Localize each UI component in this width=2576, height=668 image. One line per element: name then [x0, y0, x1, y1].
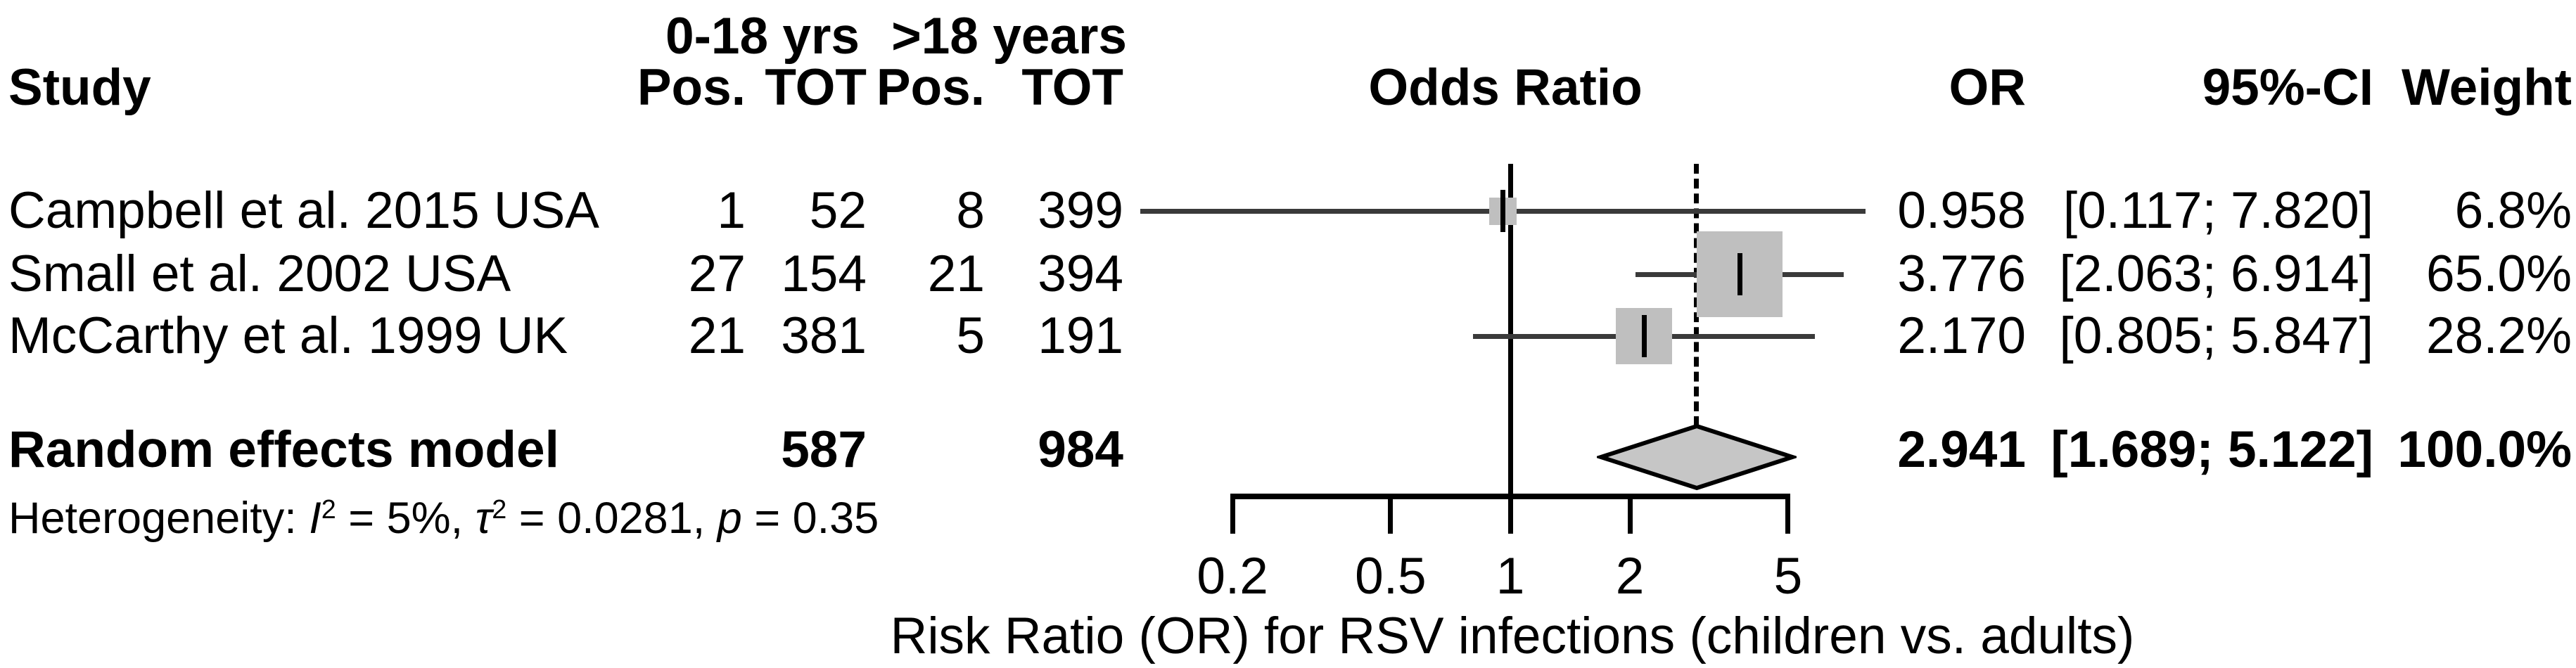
pos-children-value: 27: [688, 245, 746, 302]
heterogeneity-segment: 2: [321, 495, 336, 525]
col-header-pos-adults: Pos.: [876, 59, 985, 116]
heterogeneity-segment: 2: [492, 495, 507, 525]
x-axis-tick: [1230, 494, 1235, 534]
summary-diamond-shape: [1596, 423, 1797, 491]
col-header-tot-children: TOT: [765, 59, 867, 116]
tot-children-value: 154: [781, 245, 867, 302]
weight-value: 6.8%: [2454, 182, 2572, 239]
col-header-ci: 95%-CI: [2202, 59, 2373, 116]
group-header-children: 0-18 yrs: [665, 8, 860, 65]
tot-children-value: 381: [781, 307, 867, 364]
no-effect-line: [1507, 164, 1513, 499]
study-label: McCarthy et al. 1999 UK: [8, 307, 568, 364]
or-value: 2.170: [1897, 307, 2026, 364]
or-value: 0.958: [1897, 182, 2026, 239]
tot-adults-value: 394: [1038, 245, 1123, 302]
ci-value: [0.805; 5.847]: [2059, 307, 2373, 364]
heterogeneity-segment: I: [309, 494, 321, 543]
heterogeneity-segment: = 0.0281,: [506, 494, 718, 543]
weight-value: 28.2%: [2426, 307, 2572, 364]
x-axis-tick: [1507, 494, 1513, 534]
col-header-weight: Weight: [2402, 59, 2572, 116]
point-estimate-tick: [1641, 315, 1647, 357]
ci-value: [0.117; 7.820]: [2062, 182, 2373, 239]
heterogeneity-segment: = 5%,: [336, 494, 476, 543]
col-header-pos-children: Pos.: [637, 59, 746, 116]
heterogeneity-segment: Heterogeneity:: [8, 494, 310, 543]
x-axis-tick-label: 0.2: [1197, 548, 1268, 605]
x-axis-tick-label: 0.5: [1355, 548, 1427, 605]
pos-adults-value: 5: [956, 307, 985, 364]
col-header-study: Study: [8, 59, 151, 116]
heterogeneity-segment: p: [717, 494, 742, 543]
col-header-or: OR: [1949, 59, 2027, 116]
x-axis-tick: [1388, 494, 1394, 534]
heterogeneity-segment: = 0.35: [741, 494, 879, 543]
x-axis-tick: [1785, 494, 1791, 534]
weight-value: 65.0%: [2426, 245, 2572, 302]
summary-weight-value: 100.0%: [2397, 421, 2572, 478]
heterogeneity-stats: Heterogeneity: I2 = 5%, τ2 = 0.0281, p =…: [8, 488, 879, 555]
col-header-odds-ratio: Odds Ratio: [1368, 59, 1643, 116]
summary-tot-children: 587: [781, 421, 867, 478]
summary-diamond: [1596, 423, 1797, 491]
study-label: Small et al. 2002 USA: [8, 245, 511, 302]
group-header-adults: >18 years: [891, 8, 1127, 65]
tot-children-value: 52: [809, 182, 867, 239]
x-axis-tick: [1627, 494, 1633, 534]
point-estimate-tick: [1500, 190, 1505, 232]
summary-effect-dashed-line: [1694, 164, 1700, 426]
heterogeneity-segment: τ: [475, 494, 492, 543]
pos-adults-value: 21: [927, 245, 985, 302]
tot-adults-value: 191: [1038, 307, 1123, 364]
summary-ci-value: [1.689; 5.122]: [2051, 421, 2373, 478]
pos-children-value: 1: [717, 182, 746, 239]
tot-adults-value: 399: [1038, 182, 1123, 239]
ci-value: [2.063; 6.914]: [2059, 245, 2373, 302]
x-axis-tick-label: 2: [1615, 548, 1645, 605]
summary-label: Random effects model: [8, 421, 559, 478]
x-axis-title: Risk Ratio (OR) for RSV infections (chil…: [890, 608, 2135, 664]
or-value: 3.776: [1897, 245, 2026, 302]
study-label: Campbell et al. 2015 USA: [8, 182, 599, 239]
x-axis-tick-label: 1: [1496, 548, 1525, 605]
col-header-tot-adults: TOT: [1021, 59, 1123, 116]
pos-adults-value: 8: [956, 182, 985, 239]
summary-or-value: 2.941: [1897, 421, 2026, 478]
point-estimate-tick: [1737, 253, 1742, 295]
pos-children-value: 21: [688, 307, 746, 364]
x-axis-tick-label: 5: [1773, 548, 1803, 605]
summary-tot-adults: 984: [1038, 421, 1123, 478]
